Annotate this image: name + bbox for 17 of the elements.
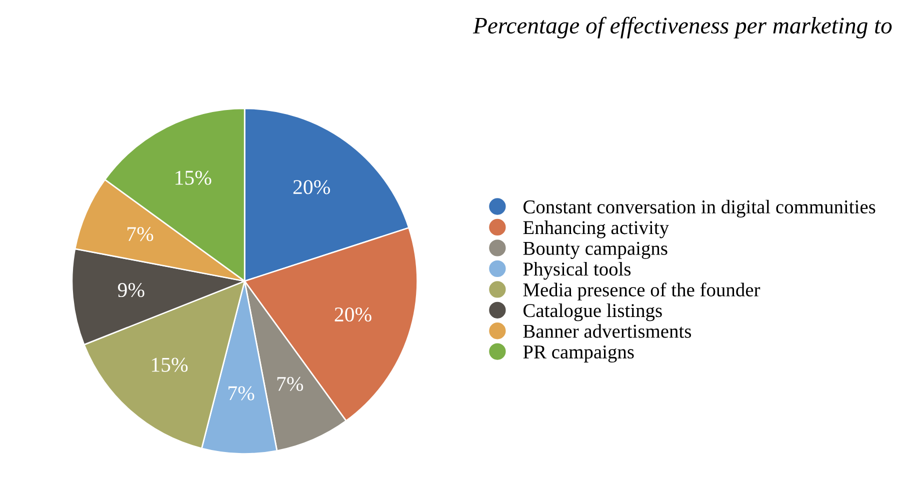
- legend-label: Enhancing activity: [523, 220, 669, 238]
- legend-label: Banner advertisments: [523, 324, 692, 338]
- legend-label: Catalogue listings: [524, 303, 662, 322]
- data-label: 7%: [277, 376, 304, 392]
- chart-title: Percentage of effectiveness per marketing to: [472, 16, 892, 38]
- data-label: 20%: [334, 307, 372, 322]
- legend-label: Constant conversation in digital communities: [524, 200, 876, 218]
- data-label: 7%: [228, 386, 254, 400]
- data-label: 15%: [152, 358, 188, 372]
- legend-label: Media presence of the founder: [523, 282, 760, 300]
- data-label: 20%: [293, 180, 330, 194]
- data-label: 9%: [118, 283, 144, 298]
- data-label: 7%: [128, 227, 154, 242]
- legend-label: Physical tools: [523, 262, 631, 280]
- data-label: 15%: [176, 170, 212, 185]
- legend-label: PR campaigns: [523, 345, 634, 363]
- legend-label: Bounty campaigns: [523, 242, 668, 259]
